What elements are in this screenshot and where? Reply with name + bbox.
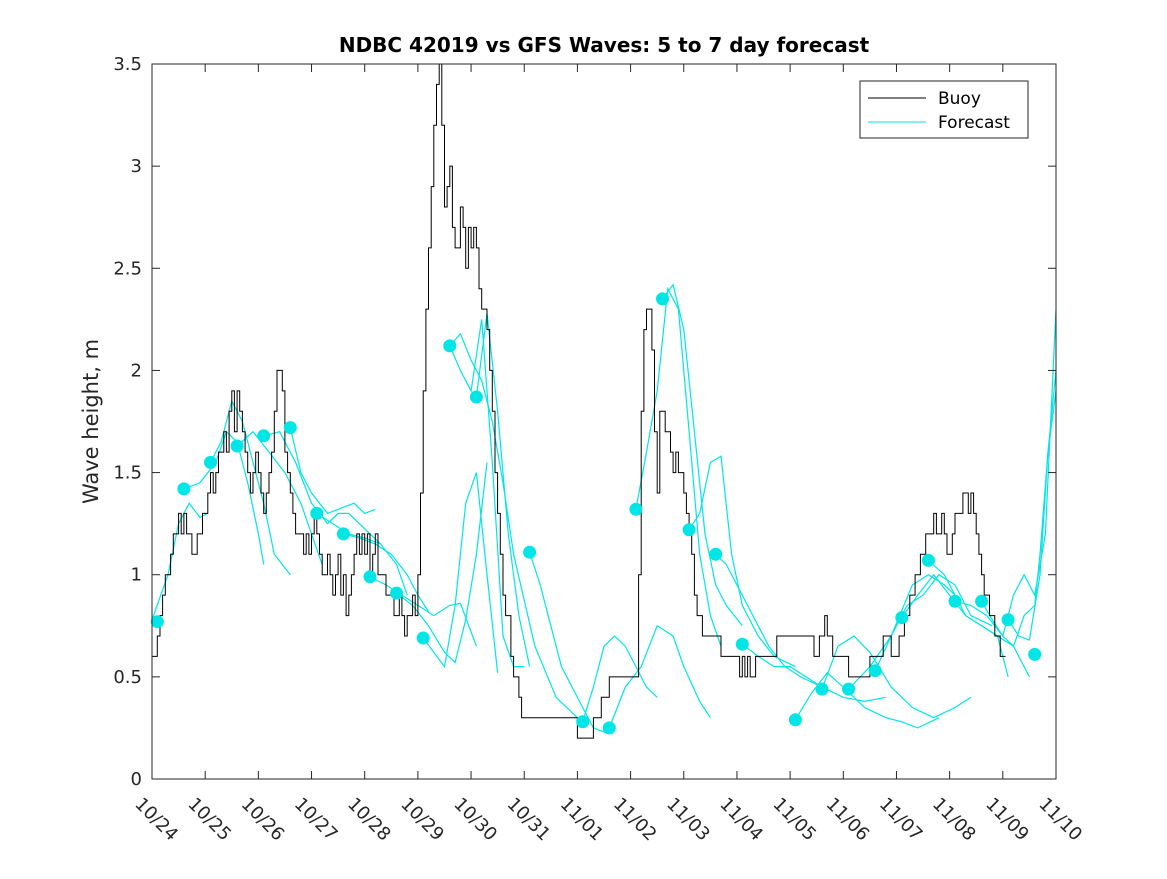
forecast-line-14 <box>529 552 610 735</box>
y-tick-label: 0 <box>131 769 142 790</box>
y-axis-label: Wave height, m <box>79 339 103 504</box>
chart-title: NDBC 42019 vs GFS Waves: 5 to 7 day fore… <box>339 33 870 57</box>
forecast-marker-2 <box>204 455 217 469</box>
forecast-marker-20 <box>735 637 749 651</box>
y-tick-label: 3.5 <box>113 54 142 75</box>
forecast-marker-18 <box>682 523 696 537</box>
forecast-marker-13 <box>523 545 537 559</box>
y-tick-label: 1.5 <box>113 463 142 484</box>
plot-series <box>152 64 1056 739</box>
forecast-marker-15 <box>602 721 616 735</box>
forecast-marker-5 <box>283 421 297 435</box>
forecast-line-12 <box>475 313 531 667</box>
forecast-line-30 <box>1007 370 1056 641</box>
y-tick-label: 1 <box>131 565 142 586</box>
forecast-line-8 <box>369 576 477 647</box>
forecast-marker-21 <box>788 713 802 727</box>
forecast-marker-29 <box>1001 613 1015 627</box>
forecast-marker-14 <box>576 715 590 729</box>
forecast-marker-19 <box>709 547 723 561</box>
forecast-marker-28 <box>975 594 989 608</box>
forecast-line-15 <box>582 635 658 722</box>
forecast-line-20 <box>715 553 823 688</box>
forecast-marker-10 <box>416 631 430 645</box>
forecast-line-18 <box>662 283 743 627</box>
forecast-marker-1 <box>177 482 191 496</box>
forecast-marker-4 <box>257 429 271 443</box>
y-tick-label: 0.5 <box>113 667 142 688</box>
legend-label-buoy: Buoy <box>938 89 981 109</box>
forecast-marker-6 <box>310 506 324 520</box>
plot-area <box>152 64 1056 779</box>
forecast-line-19 <box>688 455 796 668</box>
y-tick-label: 3 <box>131 156 142 177</box>
legend-label-forecast: Forecast <box>938 113 1010 133</box>
legend: Buoy Forecast <box>859 80 1029 139</box>
forecast-marker-27 <box>948 594 962 608</box>
forecast-marker-11 <box>443 339 457 353</box>
y-tick-label: 2.5 <box>113 258 142 279</box>
forecast-marker-0 <box>150 615 164 629</box>
forecast-line-11 <box>449 319 525 668</box>
forecast-line-23 <box>821 635 972 719</box>
series-layer <box>150 64 1056 739</box>
forecast-line-5 <box>289 427 376 515</box>
forecast-line-2 <box>209 399 291 576</box>
forecast-marker-26 <box>921 553 935 567</box>
forecast-line-1 <box>183 430 265 565</box>
forecast-line-10 <box>422 472 499 673</box>
forecast-marker-24 <box>868 664 882 678</box>
forecast-marker-23 <box>842 682 856 696</box>
forecast-marker-22 <box>815 682 829 696</box>
forecast-line-13 <box>449 332 578 719</box>
forecast-line-27 <box>927 559 1030 678</box>
legend-box <box>859 80 1029 139</box>
forecast-line-25 <box>874 573 993 671</box>
forecast-marker-7 <box>336 527 350 541</box>
forecast-marker-16 <box>629 502 643 516</box>
forecast-marker-12 <box>469 390 483 404</box>
forecast-marker-9 <box>390 586 404 600</box>
y-tick-label: 2 <box>131 360 142 381</box>
buoy-line <box>152 64 1006 739</box>
forecast-marker-8 <box>363 570 377 584</box>
forecast-marker-25 <box>895 611 909 625</box>
forecast-line-16 <box>608 624 711 729</box>
forecast-marker-3 <box>230 439 244 453</box>
axes-box <box>151 63 1057 780</box>
forecast-marker-17 <box>656 292 669 306</box>
forecast-marker-30 <box>1028 647 1042 661</box>
